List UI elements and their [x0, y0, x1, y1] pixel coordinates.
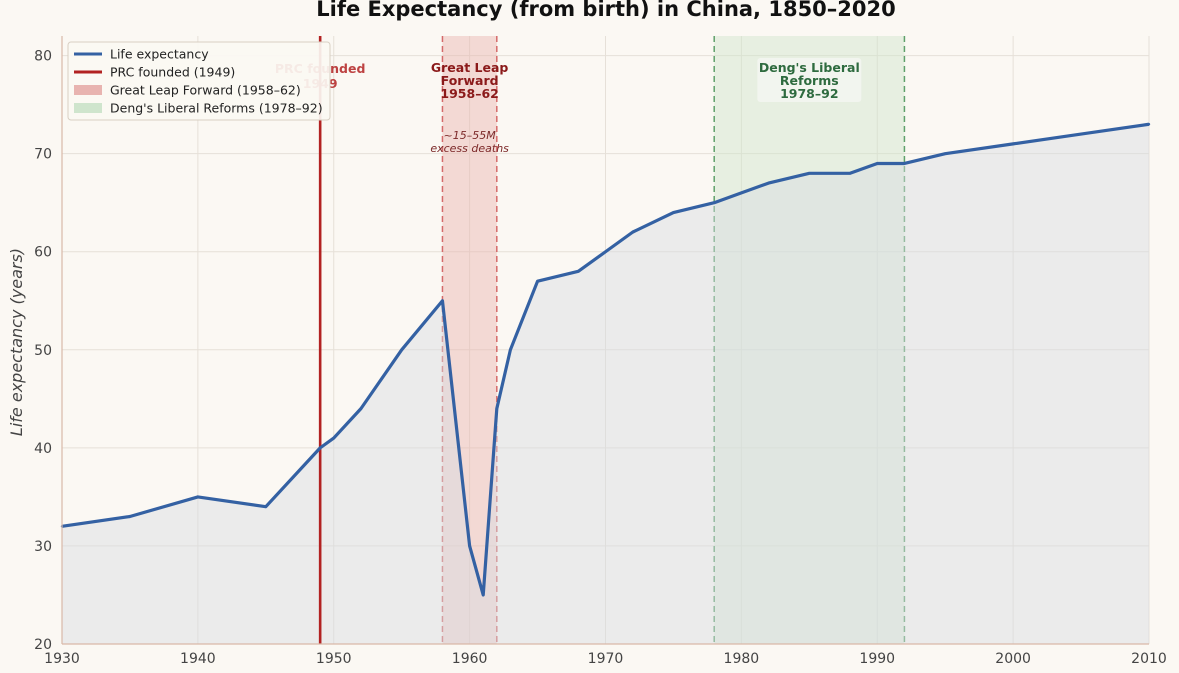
y-axis-label: Life expectancy (years) — [7, 248, 26, 436]
x-tick-label: 2010 — [1131, 651, 1167, 667]
data-point — [672, 211, 675, 214]
x-tick-label: 1940 — [180, 651, 216, 667]
legend-box — [67, 41, 331, 121]
y-tick-label: 80 — [34, 49, 52, 65]
legend-swatch — [74, 103, 102, 113]
x-tick-label: 1990 — [859, 651, 895, 667]
data-point — [441, 299, 444, 302]
data-point — [482, 593, 485, 597]
data-point — [808, 172, 811, 175]
data-point — [359, 407, 363, 410]
great-leap-annotation: Great Leap Forward 1958–62 — [431, 60, 509, 101]
excess-deaths-note: ~15–55M excess deaths — [430, 129, 509, 155]
y-tick-label: 40 — [34, 441, 52, 457]
x-tick-label: 1980 — [724, 651, 760, 667]
y-tick-label: 20 — [34, 637, 52, 653]
x-tick-label: 1950 — [316, 651, 352, 667]
data-point — [876, 162, 879, 165]
data-point — [767, 181, 770, 185]
data-point — [1079, 132, 1083, 136]
chart-title: Life Expectancy (from birth) in China, 1… — [316, 0, 896, 21]
legend-swatch — [74, 85, 102, 95]
x-tick-label: 1970 — [588, 651, 624, 667]
x-tick-label: 1960 — [452, 651, 488, 667]
legend-label: Deng's Liberal Reforms (1978–92) — [110, 101, 323, 116]
data-point — [264, 505, 268, 508]
data-point — [740, 191, 743, 195]
data-point — [400, 348, 403, 352]
data-point — [943, 152, 947, 155]
data-point — [495, 407, 498, 410]
data-point — [332, 436, 335, 440]
data-point — [604, 250, 607, 253]
data-point — [577, 270, 580, 273]
data-point — [196, 495, 200, 499]
life-expectancy-area — [62, 124, 1149, 645]
data-point — [318, 446, 322, 450]
y-tick-label: 50 — [34, 343, 52, 359]
data-point — [468, 544, 471, 548]
deng-annotation: Deng's Liberal Reforms 1978–92 — [759, 60, 860, 101]
legend-label: Great Leap Forward (1958–62) — [110, 83, 301, 98]
deng-reforms-span — [714, 36, 905, 644]
data-point — [903, 162, 906, 165]
plot-area: 1930 1940 1950 1960 1970 1980 1990 2000 2010 20 30… — [34, 36, 1167, 667]
legend-label: Life expectancy — [110, 47, 209, 62]
y-tick-label: 70 — [34, 147, 52, 163]
data-point — [848, 172, 852, 175]
data-point — [536, 279, 539, 283]
data-point — [509, 348, 512, 352]
x-tick-label: 1930 — [44, 651, 80, 667]
deng-annotation-box — [757, 58, 862, 102]
y-tick-label: 30 — [34, 539, 52, 555]
x-tick-label: 2000 — [995, 651, 1031, 667]
data-point — [1011, 142, 1015, 146]
data-point — [631, 230, 634, 234]
data-point — [1147, 123, 1151, 126]
data-point — [713, 201, 716, 204]
legend-label: PRC founded (1949) — [110, 65, 235, 80]
y-tick-label: 60 — [34, 245, 52, 261]
data-point — [128, 515, 132, 518]
